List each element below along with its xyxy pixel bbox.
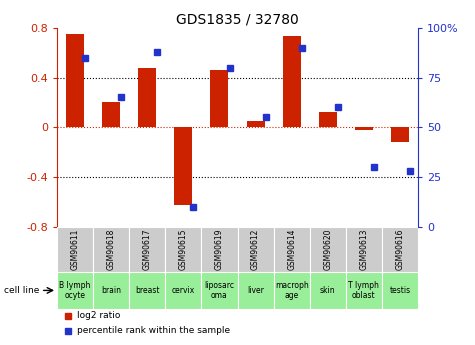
Bar: [174, 127, 192, 205]
Bar: [138, 68, 156, 127]
Text: percentile rank within the sample: percentile rank within the sample: [77, 326, 230, 335]
Bar: [238, 272, 274, 309]
Text: cervix: cervix: [172, 286, 195, 295]
Bar: [201, 227, 238, 272]
Text: GSM90619: GSM90619: [215, 229, 224, 270]
Text: cell line: cell line: [4, 286, 39, 295]
Bar: [57, 227, 93, 272]
Bar: [274, 272, 310, 309]
Title: GDS1835 / 32780: GDS1835 / 32780: [176, 12, 299, 27]
Bar: [382, 227, 418, 272]
Text: log2 ratio: log2 ratio: [77, 311, 120, 320]
Bar: [201, 272, 238, 309]
Text: GSM90612: GSM90612: [251, 229, 260, 270]
Bar: [283, 36, 301, 127]
Text: GSM90616: GSM90616: [396, 229, 404, 270]
Bar: [165, 227, 201, 272]
Bar: [310, 272, 346, 309]
Text: B lymph
ocyte: B lymph ocyte: [59, 281, 91, 300]
Bar: [165, 272, 201, 309]
Bar: [102, 102, 120, 127]
Text: GSM90615: GSM90615: [179, 229, 188, 270]
Bar: [93, 227, 129, 272]
Bar: [238, 227, 274, 272]
Text: GSM90617: GSM90617: [143, 229, 152, 270]
Text: GSM90614: GSM90614: [287, 229, 296, 270]
Bar: [355, 127, 373, 130]
Bar: [346, 227, 382, 272]
Bar: [66, 34, 84, 127]
Bar: [247, 121, 265, 127]
Text: T lymph
oblast: T lymph oblast: [349, 281, 379, 300]
Text: GSM90620: GSM90620: [323, 229, 332, 270]
Text: brain: brain: [101, 286, 121, 295]
Text: liver: liver: [247, 286, 264, 295]
Text: liposarc
oma: liposarc oma: [204, 281, 235, 300]
Bar: [274, 227, 310, 272]
Bar: [310, 227, 346, 272]
Bar: [319, 112, 337, 127]
Text: GSM90613: GSM90613: [360, 229, 368, 270]
Bar: [210, 70, 228, 127]
Text: macroph
age: macroph age: [275, 281, 309, 300]
Bar: [129, 272, 165, 309]
Text: testis: testis: [390, 286, 410, 295]
Bar: [382, 272, 418, 309]
Text: GSM90611: GSM90611: [71, 229, 79, 270]
Bar: [129, 227, 165, 272]
Text: skin: skin: [320, 286, 335, 295]
Bar: [391, 127, 409, 142]
Bar: [93, 272, 129, 309]
Bar: [57, 272, 93, 309]
Text: GSM90618: GSM90618: [107, 229, 115, 270]
Text: breast: breast: [135, 286, 160, 295]
Bar: [346, 272, 382, 309]
